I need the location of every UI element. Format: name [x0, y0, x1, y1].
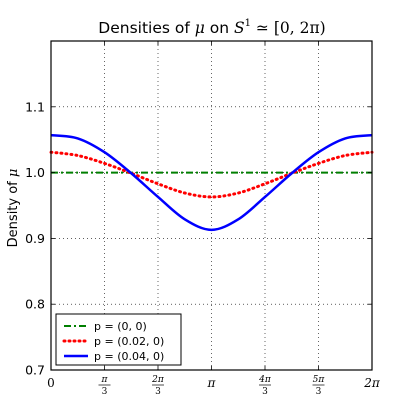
x-tick-numerator: π — [101, 375, 109, 385]
title-prefix: Densities of — [98, 19, 194, 37]
title-s-exponent: 1 — [245, 18, 251, 29]
legend-label-series-0: p = (0, 0) — [94, 320, 147, 333]
x-tick-label: π3 — [98, 375, 111, 397]
title-suffix: ≃ [0, 2π) — [251, 19, 326, 37]
series-line-2 — [50, 133, 373, 232]
ylabel-mu: μ — [6, 169, 21, 177]
y-tick-label: 0.7 — [25, 363, 45, 378]
y-tick-label: 0.8 — [25, 297, 45, 312]
x-tick-label: 0 — [47, 376, 55, 390]
series-layer — [49, 133, 374, 232]
x-tick-denominator: 3 — [102, 387, 108, 397]
x-tick-label: 4π3 — [258, 375, 272, 397]
x-tick-label: π — [207, 376, 217, 390]
legend-label-series-2: p = (0.04, 0) — [94, 350, 164, 363]
x-tick-numerator: 2π — [151, 375, 165, 385]
chart-title: Densities of μ on S1 ≃ [0, 2π) — [98, 18, 325, 37]
x-tick-label: 2π3 — [151, 375, 165, 397]
title-on: on — [205, 19, 234, 37]
title-s: S — [234, 19, 245, 37]
x-tick-denominator: 3 — [316, 387, 322, 397]
series-line-1 — [49, 150, 374, 199]
legend: p = (0, 0) p = (0.02, 0) p = (0.04, 0) — [55, 313, 182, 366]
ylabel-prefix: Density of — [6, 177, 21, 247]
x-tick-denominator: 3 — [262, 387, 268, 397]
title-mu: μ — [195, 19, 205, 37]
y-axis-label: Density of μ — [6, 169, 21, 248]
y-tick-label: 0.9 — [25, 231, 45, 246]
legend-label-series-1: p = (0.02, 0) — [94, 335, 164, 348]
x-tick-numerator: 5π — [313, 375, 326, 385]
x-tick-numerator: 4π — [258, 375, 272, 385]
y-tick-label: 1.1 — [25, 99, 45, 114]
x-tick-label: 5π3 — [312, 375, 326, 397]
y-tick-label: 1.0 — [25, 165, 45, 180]
x-tick-denominator: 3 — [155, 387, 161, 397]
x-tick-label: 2π — [363, 376, 381, 390]
